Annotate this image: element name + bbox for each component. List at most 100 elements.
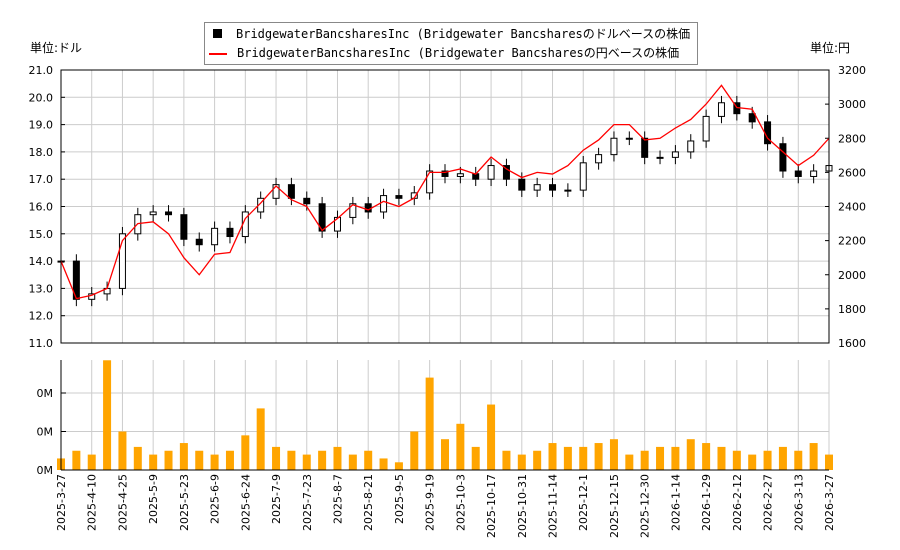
volume-bar (72, 450, 81, 470)
candle (380, 195, 388, 213)
volume-bar (563, 446, 572, 470)
legend-square-icon (213, 29, 222, 38)
candle (717, 102, 725, 117)
volume-tick-label: 0M (37, 464, 54, 477)
volume-bar (517, 454, 526, 470)
right-tick-label: 2000 (838, 269, 866, 282)
volume-bar (225, 450, 234, 470)
left-tick-label: 11.0 (29, 337, 54, 350)
x-tick-label: 2025-6-24 (239, 474, 252, 531)
candle (595, 154, 603, 164)
x-tick-label: 2025-10-3 (454, 474, 467, 531)
volume-bar (579, 446, 588, 470)
candle (518, 178, 526, 191)
x-tick-label: 2026-3-27 (823, 474, 836, 531)
candle (88, 293, 96, 300)
candle (349, 203, 357, 218)
candle (272, 184, 280, 199)
candle (364, 203, 372, 213)
x-tick-label: 2026-2-12 (731, 474, 744, 531)
volume-bar (548, 443, 557, 470)
candle (656, 156, 664, 159)
volume-bar (533, 450, 542, 470)
candle (671, 151, 679, 158)
x-tick-label: 2025-5-23 (178, 474, 191, 531)
volume-bar (625, 454, 634, 470)
right-tick-label: 1600 (838, 337, 866, 350)
candle (487, 165, 495, 180)
x-tick-label: 2025-8-7 (331, 474, 344, 524)
volume-bar (778, 446, 787, 470)
x-tick-label: 2025-11-14 (547, 474, 560, 538)
x-tick-label: 2025-6-9 (209, 474, 222, 524)
volume-bar (656, 446, 665, 470)
legend-line-icon (209, 52, 227, 55)
volume-bar (717, 446, 726, 470)
right-tick-label: 3200 (838, 64, 866, 77)
legend-usd: BridgewaterBancsharesInc (Bridgewater Ba… (236, 27, 691, 41)
volume-bar (686, 439, 695, 470)
candle (641, 137, 649, 158)
candle (779, 143, 787, 172)
candle (426, 170, 434, 194)
left-tick-label: 13.0 (29, 282, 54, 295)
candle (794, 170, 802, 177)
candle (456, 173, 464, 177)
volume-bar (118, 431, 127, 470)
x-tick-label: 2026-3-13 (792, 474, 805, 531)
x-tick-label: 2026-1-14 (669, 474, 682, 531)
x-tick-label: 2025-9-19 (424, 474, 437, 531)
candle (564, 189, 572, 192)
right-unit-label: 単位:円 (810, 41, 851, 55)
right-tick-label: 2600 (838, 166, 866, 179)
x-tick-label: 2025-7-9 (270, 474, 283, 524)
volume-bar (471, 446, 480, 470)
volume-bar (594, 443, 603, 470)
candle (287, 184, 295, 199)
volume-bar (195, 450, 204, 470)
legend: BridgewaterBancsharesInc (Bridgewater Ba… (204, 22, 698, 65)
left-tick-label: 17.0 (29, 173, 54, 186)
candle (549, 184, 557, 191)
volume-bar (287, 450, 296, 470)
x-tick-label: 2025-10-17 (485, 474, 498, 538)
volume-bar (133, 446, 142, 470)
candle (149, 211, 157, 216)
volume-bar (609, 439, 618, 470)
candle (333, 216, 341, 232)
left-tick-label: 14.0 (29, 255, 54, 268)
volume-bar (794, 450, 803, 470)
left-unit-label: 単位:ドル (30, 41, 83, 55)
candle (395, 195, 403, 199)
left-tick-label: 19.0 (29, 119, 54, 132)
candle (610, 137, 618, 156)
volume-bar (671, 446, 680, 470)
volume-bar (809, 443, 818, 470)
volume-bar (164, 450, 173, 470)
x-tick-label: 2025-9-5 (393, 474, 406, 524)
x-tick-label: 2025-12-30 (639, 474, 652, 538)
volume-bar (487, 404, 496, 470)
x-tick-label: 2025-12-1 (577, 474, 590, 531)
candle (72, 260, 80, 300)
x-tick-label: 2025-3-27 (55, 474, 68, 531)
x-tick-label: 2025-12-15 (608, 474, 621, 538)
left-tick-label: 15.0 (29, 228, 54, 241)
volume-bar (410, 431, 419, 470)
volume-bar (640, 450, 649, 470)
left-tick-label: 20.0 (29, 91, 54, 104)
volume-tick-label: 0M (37, 426, 54, 439)
candle (257, 197, 265, 213)
candle (625, 137, 633, 140)
candle (226, 227, 234, 238)
x-tick-label: 2025-8-21 (362, 474, 375, 531)
left-tick-label: 21.0 (29, 64, 54, 77)
volume-bar (825, 454, 833, 470)
left-tick-label: 16.0 (29, 201, 54, 214)
candle (502, 165, 510, 180)
volume-bar (302, 454, 311, 470)
x-tick-label: 2025-10-31 (516, 474, 529, 538)
volume-bar (702, 443, 711, 470)
candle (533, 184, 541, 191)
